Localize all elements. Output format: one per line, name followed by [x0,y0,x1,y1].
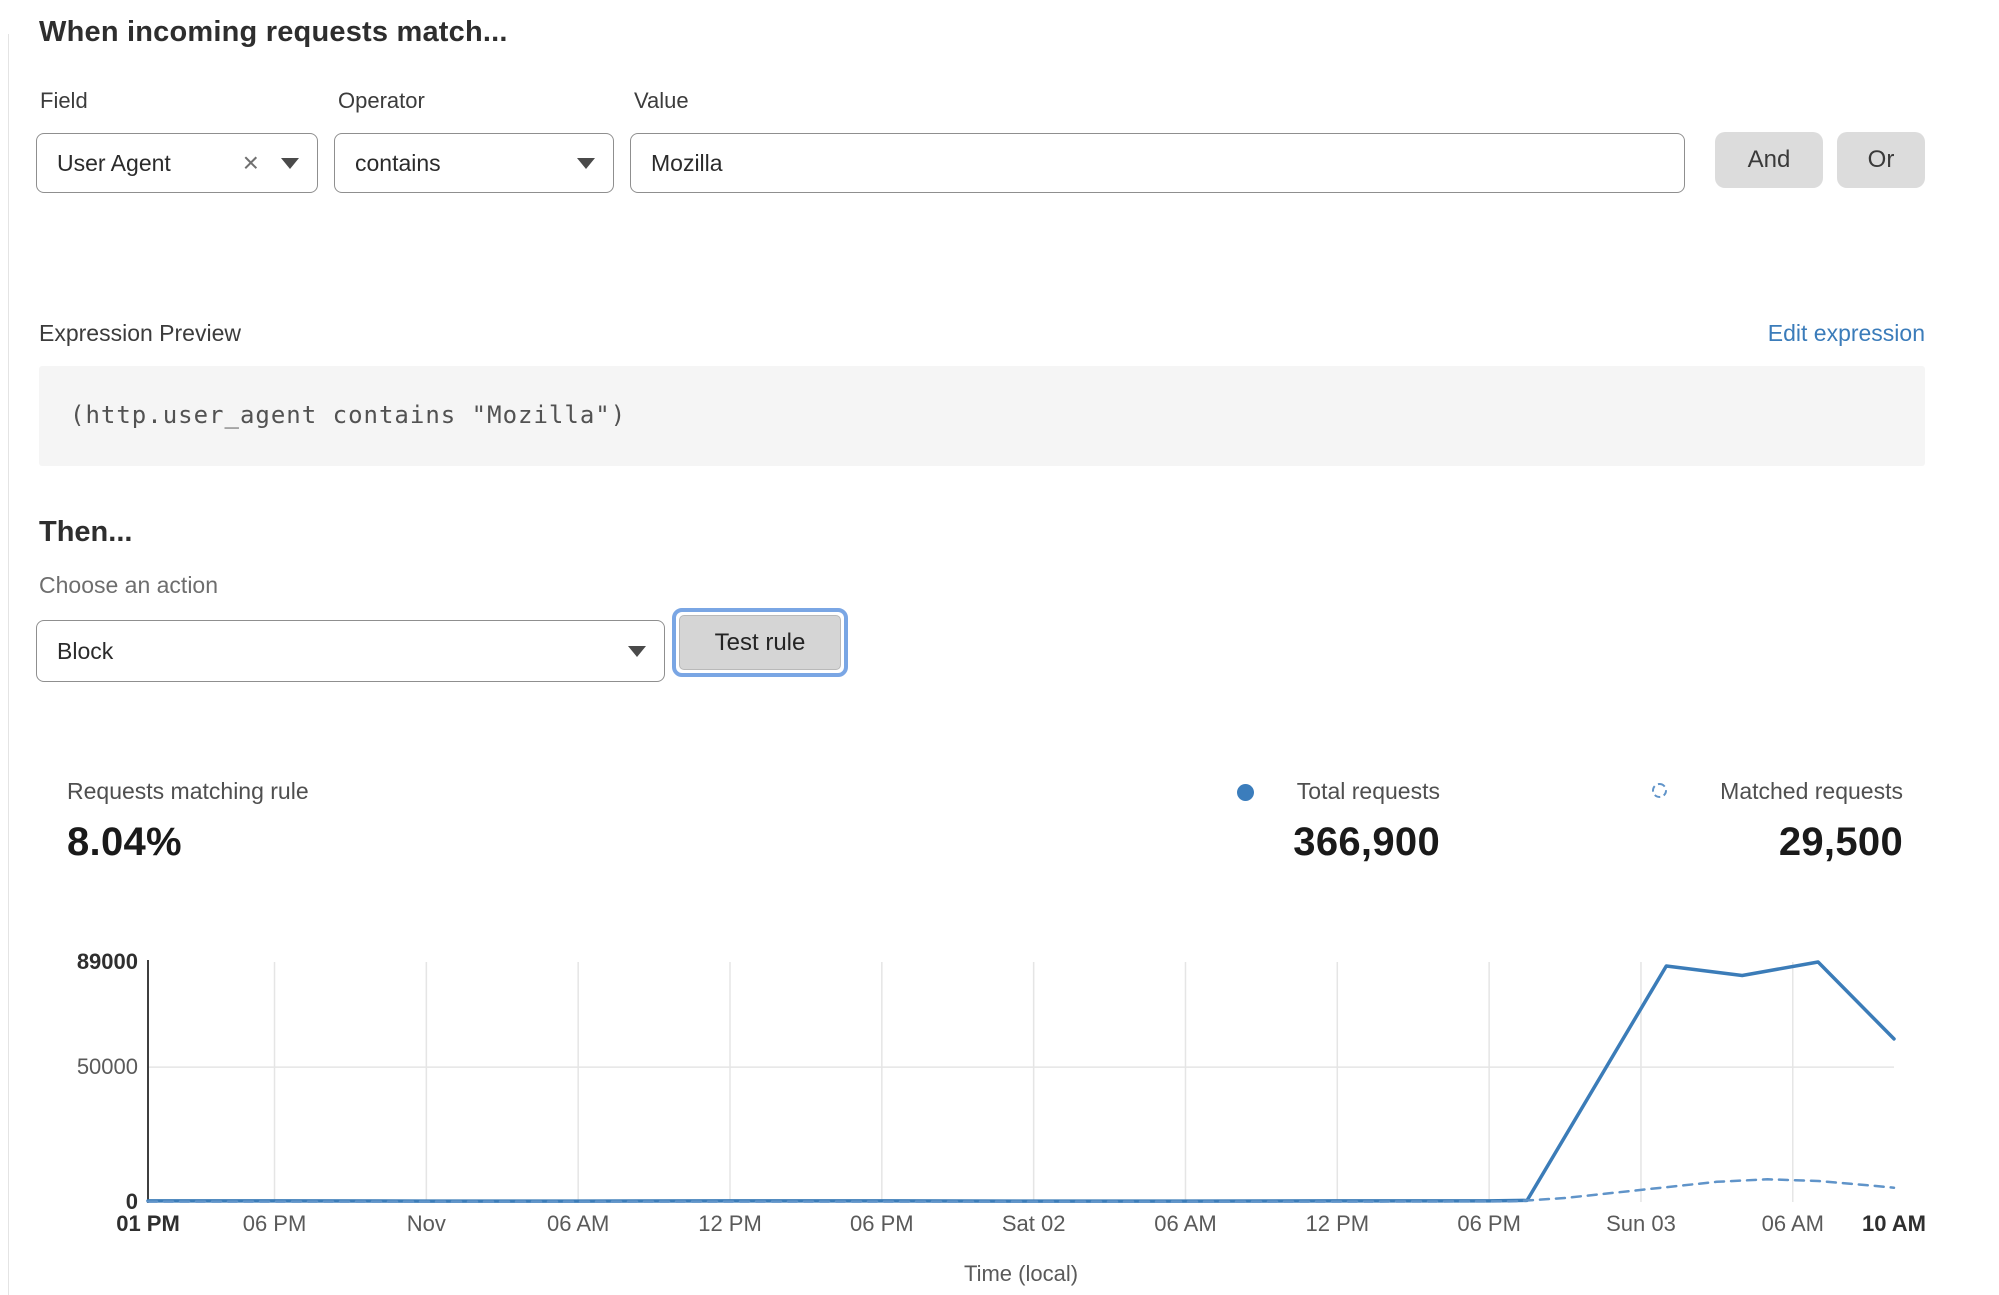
clear-field-icon[interactable]: × [242,147,259,178]
field-select[interactable]: User Agent × [36,133,318,193]
total-requests-label: Total requests [1296,778,1440,804]
requests-matching-label: Requests matching rule [67,778,309,804]
test-rule-focus-ring: Test rule [672,608,848,677]
y-tick-label: 89000 [76,949,138,974]
expression-code-box: (http.user_agent contains "Mozilla") [39,366,1925,466]
edit-expression-link[interactable]: Edit expression [1767,320,1925,346]
x-tick-label: 12 PM [698,1211,762,1236]
field-label: Field [40,88,88,113]
value-input[interactable] [631,134,1684,192]
x-tick-label: Sun 03 [1606,1211,1676,1236]
operator-label: Operator [338,88,425,113]
x-tick-label: 01 PM [116,1211,180,1236]
x-tick-label: 06 PM [850,1211,914,1236]
x-tick-label: 10 AM [1862,1211,1926,1236]
chart-plot-area [146,960,1896,1203]
chevron-down-icon [577,157,595,169]
value-input-wrap [630,133,1685,193]
action-select-value: Block [57,637,114,664]
total-requests-line [146,960,1896,1203]
and-button[interactable]: And [1715,132,1823,188]
chevron-down-icon [281,157,299,169]
test-rule-button[interactable]: Test rule [679,615,841,670]
x-tick-label: Sat 02 [1001,1211,1066,1236]
x-tick-label: 06 AM [1761,1211,1824,1236]
requests-time-series-chart: Time (local) 01 PM 06 PM Nov 06 AM 12 PM 06 P… [0,940,1999,1295]
y-tick-label: 0 [125,1189,138,1214]
match-section-heading: When incoming requests match... [39,16,508,48]
x-tick-label: 12 PM [1305,1211,1370,1236]
expression-code: (http.user_agent contains "Mozilla") [70,401,627,429]
chevron-down-icon [628,645,646,657]
total-requests-value: 366,900 [1293,820,1440,864]
action-select[interactable]: Block [36,620,665,682]
expression-preview-label: Expression Preview [39,320,241,346]
time-axis-label: Time (local) [963,1261,1079,1286]
choose-action-label: Choose an action [39,572,219,598]
card-left-edge [8,34,9,1295]
requests-matching-value: 8.04% [67,820,182,864]
total-requests-legend-icon [1237,784,1254,801]
value-label: Value [634,88,689,113]
x-tick-label: 06 PM [242,1211,307,1236]
matched-requests-label: Matched requests [1720,778,1903,804]
matched-requests-value: 29,500 [1778,820,1903,864]
x-tick-label: Nov [406,1211,446,1236]
then-section-heading: Then... [39,516,133,548]
operator-select[interactable]: contains [334,133,614,193]
or-button[interactable]: Or [1837,132,1925,188]
x-tick-label: 06 AM [1154,1211,1217,1236]
matched-requests-line [146,1178,1896,1203]
x-tick-label: 06 PM [1457,1211,1521,1236]
operator-select-value: contains [355,149,441,176]
x-tick-label: 06 AM [546,1211,610,1236]
y-tick-label: 50000 [76,1054,138,1080]
field-select-value: User Agent [57,149,171,176]
matched-requests-legend-icon [1652,783,1667,798]
